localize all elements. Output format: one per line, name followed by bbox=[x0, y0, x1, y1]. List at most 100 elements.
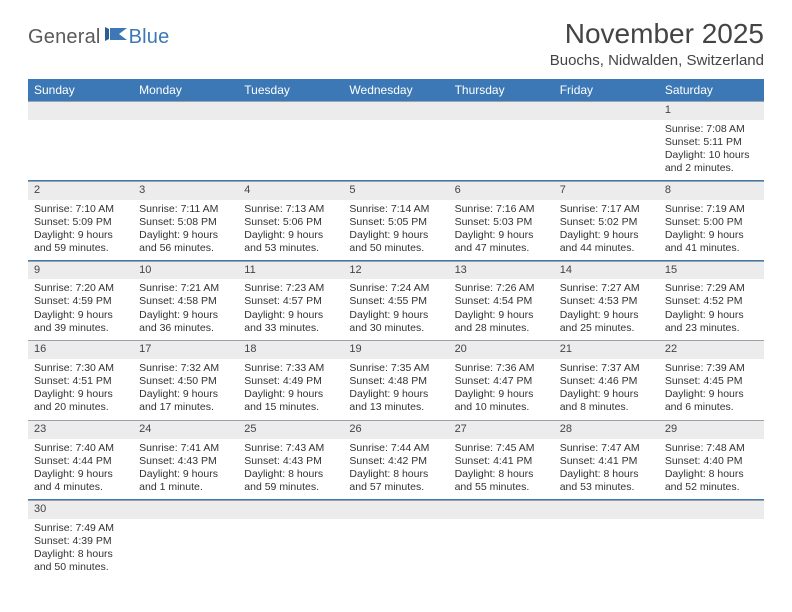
day-sunset: Sunset: 4:45 PM bbox=[665, 375, 758, 388]
sunrise-label: Sunrise: bbox=[34, 203, 75, 215]
logo-text-general: General bbox=[28, 26, 101, 49]
daylight-label: Daylight: bbox=[34, 229, 78, 241]
day-sunrise: Sunrise: 7:11 AM bbox=[139, 203, 232, 216]
sunrise-label: Sunrise: bbox=[139, 203, 180, 215]
daylight-label: Daylight: bbox=[34, 309, 78, 321]
logo-flag-icon bbox=[105, 27, 127, 41]
sunset-label: Sunset: bbox=[560, 216, 599, 228]
day-sunrise: Sunrise: 7:16 AM bbox=[455, 203, 548, 216]
day-daylight: Daylight: 8 hours and 59 minutes. bbox=[244, 468, 337, 494]
sunset-label: Sunset: bbox=[560, 455, 599, 467]
sunset-label: Sunset: bbox=[560, 295, 599, 307]
daylight-label: Daylight: bbox=[349, 229, 393, 241]
sunrise-label: Sunrise: bbox=[34, 522, 75, 534]
daynum-row: 16171819202122 bbox=[28, 341, 764, 359]
day-number bbox=[343, 102, 448, 120]
day-sunrise: Sunrise: 7:30 AM bbox=[34, 362, 127, 375]
sunrise-value: 7:44 AM bbox=[391, 442, 430, 454]
sunset-label: Sunset: bbox=[349, 455, 388, 467]
day-sunrise: Sunrise: 7:21 AM bbox=[139, 282, 232, 295]
day-daylight: Daylight: 9 hours and 8 minutes. bbox=[560, 388, 653, 414]
day-number: 17 bbox=[133, 341, 238, 359]
day-cell: Sunrise: 7:24 AMSunset: 4:55 PMDaylight:… bbox=[343, 279, 448, 340]
sunset-value: 4:41 PM bbox=[493, 455, 532, 467]
sunrise-value: 7:39 AM bbox=[706, 362, 745, 374]
sunrise-label: Sunrise: bbox=[244, 203, 285, 215]
day-number bbox=[449, 102, 554, 120]
day-sunset: Sunset: 5:08 PM bbox=[139, 216, 232, 229]
day-daylight: Daylight: 8 hours and 53 minutes. bbox=[560, 468, 653, 494]
day-sunset: Sunset: 4:53 PM bbox=[560, 295, 653, 308]
day-number: 16 bbox=[28, 341, 133, 359]
sunset-value: 4:41 PM bbox=[598, 455, 637, 467]
day-cell bbox=[133, 519, 238, 580]
day-sunrise: Sunrise: 7:44 AM bbox=[349, 442, 442, 455]
day-daylight: Daylight: 9 hours and 10 minutes. bbox=[455, 388, 548, 414]
day-sunrise: Sunrise: 7:33 AM bbox=[244, 362, 337, 375]
daylight-label: Daylight: bbox=[665, 309, 709, 321]
day-number: 22 bbox=[659, 341, 764, 359]
sunrise-label: Sunrise: bbox=[349, 362, 390, 374]
day-daylight: Daylight: 8 hours and 50 minutes. bbox=[34, 548, 127, 574]
sunrise-value: 7:26 AM bbox=[496, 282, 535, 294]
sunrise-label: Sunrise: bbox=[665, 123, 706, 135]
day-daylight: Daylight: 10 hours and 2 minutes. bbox=[665, 149, 758, 175]
daylight-label: Daylight: bbox=[455, 468, 499, 480]
sunrise-label: Sunrise: bbox=[665, 282, 706, 294]
day-number: 11 bbox=[238, 261, 343, 279]
day-number: 19 bbox=[343, 341, 448, 359]
sunset-value: 4:40 PM bbox=[703, 455, 742, 467]
day-sunset: Sunset: 4:42 PM bbox=[349, 455, 442, 468]
day-daylight: Daylight: 9 hours and 17 minutes. bbox=[139, 388, 232, 414]
title-block: November 2025 Buochs, Nidwalden, Switzer… bbox=[550, 18, 764, 69]
day-sunset: Sunset: 4:44 PM bbox=[34, 455, 127, 468]
detail-row: Sunrise: 7:49 AMSunset: 4:39 PMDaylight:… bbox=[28, 519, 764, 580]
sunrise-label: Sunrise: bbox=[665, 362, 706, 374]
day-sunrise: Sunrise: 7:48 AM bbox=[665, 442, 758, 455]
sunrise-label: Sunrise: bbox=[455, 362, 496, 374]
sunset-value: 4:55 PM bbox=[388, 295, 427, 307]
sunrise-value: 7:21 AM bbox=[181, 282, 220, 294]
day-sunset: Sunset: 5:06 PM bbox=[244, 216, 337, 229]
sunrise-value: 7:45 AM bbox=[496, 442, 535, 454]
day-cell: Sunrise: 7:44 AMSunset: 4:42 PMDaylight:… bbox=[343, 439, 448, 500]
sunset-value: 4:46 PM bbox=[598, 375, 637, 387]
day-cell: Sunrise: 7:45 AMSunset: 4:41 PMDaylight:… bbox=[449, 439, 554, 500]
daylight-label: Daylight: bbox=[244, 309, 288, 321]
sunset-label: Sunset: bbox=[34, 216, 73, 228]
day-cell: Sunrise: 7:29 AMSunset: 4:52 PMDaylight:… bbox=[659, 279, 764, 340]
page-subtitle: Buochs, Nidwalden, Switzerland bbox=[550, 52, 764, 69]
day-daylight: Daylight: 9 hours and 56 minutes. bbox=[139, 229, 232, 255]
sunset-value: 4:50 PM bbox=[178, 375, 217, 387]
day-number: 26 bbox=[343, 421, 448, 439]
detail-row: Sunrise: 7:40 AMSunset: 4:44 PM Daylight:… bbox=[28, 439, 764, 500]
day-sunset: Sunset: 4:47 PM bbox=[455, 375, 548, 388]
daylight-label: Daylight: bbox=[34, 388, 78, 400]
sunset-label: Sunset: bbox=[34, 295, 73, 307]
day-of-week: Monday bbox=[133, 79, 238, 102]
day-sunrise: Sunrise: 7:24 AM bbox=[349, 282, 442, 295]
day-sunrise: Sunrise: 7:40 AM bbox=[34, 442, 127, 455]
day-number: 15 bbox=[659, 261, 764, 279]
sunset-value: 5:06 PM bbox=[283, 216, 322, 228]
day-sunrise: Sunrise: 7:39 AM bbox=[665, 362, 758, 375]
day-number: 7 bbox=[554, 181, 659, 199]
sunrise-label: Sunrise: bbox=[244, 282, 285, 294]
sunset-label: Sunset: bbox=[139, 455, 178, 467]
daylight-label: Daylight: bbox=[244, 468, 288, 480]
header: General Blue November 2025 Buochs, Nidwa… bbox=[28, 18, 764, 69]
day-number bbox=[28, 102, 133, 120]
sunset-value: 4:48 PM bbox=[388, 375, 427, 387]
sunrise-value: 7:41 AM bbox=[181, 442, 220, 454]
sunrise-value: 7:32 AM bbox=[181, 362, 220, 374]
sunset-label: Sunset: bbox=[244, 216, 283, 228]
daynum-row: 1 bbox=[28, 102, 764, 120]
sunset-value: 4:45 PM bbox=[703, 375, 742, 387]
day-cell: Sunrise: 7:48 AMSunset: 4:40 PMDaylight:… bbox=[659, 439, 764, 500]
daylight-label: Daylight: bbox=[560, 309, 604, 321]
day-cell: Sunrise: 7:32 AMSunset: 4:50 PMDaylight:… bbox=[133, 359, 238, 420]
day-number: 12 bbox=[343, 261, 448, 279]
day-cell: Sunrise: 7:27 AMSunset: 4:53 PMDaylight:… bbox=[554, 279, 659, 340]
detail-row: Sunrise: 7:08 AMSunset: 5:11 PMDaylight:… bbox=[28, 120, 764, 181]
sunset-label: Sunset: bbox=[349, 216, 388, 228]
